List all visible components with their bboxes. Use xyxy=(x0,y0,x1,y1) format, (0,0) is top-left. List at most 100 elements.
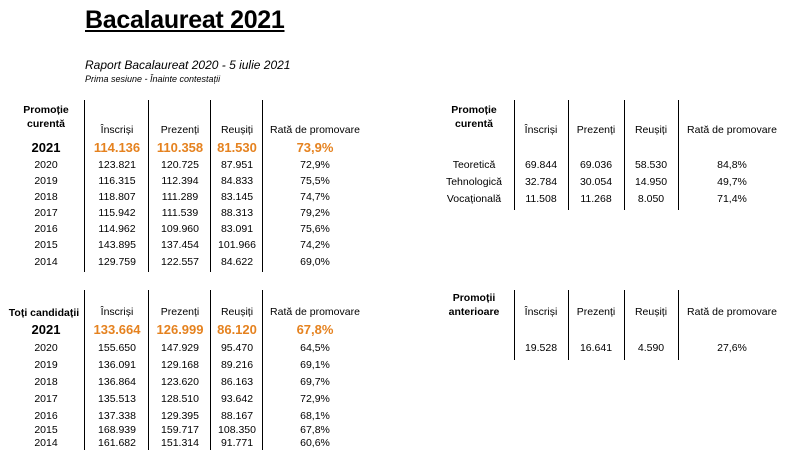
passed-cell: 88.167 xyxy=(220,410,254,422)
report-subtitle: Raport Bacalaureat 2020 - 5 iulie 2021 xyxy=(85,58,291,72)
passed-cell: 91.771 xyxy=(220,437,254,449)
passed-cell: 108.350 xyxy=(218,424,256,436)
rate-cell: 84,8% xyxy=(717,159,747,171)
passed-cell: 88.313 xyxy=(220,207,254,219)
column-divider xyxy=(84,100,85,272)
present-cell: 11.268 xyxy=(580,193,612,205)
rate-cell: 68,1% xyxy=(300,410,330,422)
rate-cell: 79,2% xyxy=(300,207,330,219)
page-title: Bacalaureat 2021 xyxy=(85,6,285,34)
track-cell: Tehnologică xyxy=(445,176,503,188)
table-label: Toți candidații xyxy=(8,307,80,319)
enrolled-cell: 115.942 xyxy=(98,207,136,219)
present-cell: 151.314 xyxy=(161,437,199,449)
enrolled-cell: 137.338 xyxy=(98,410,136,422)
col-header-present: Prezenți xyxy=(160,124,200,136)
track-cell: Vocațională xyxy=(446,193,502,205)
present-cell: 122.557 xyxy=(161,256,199,268)
column-divider xyxy=(678,100,679,210)
passed-cell: 84.833 xyxy=(220,175,254,187)
passed-cell: 58.530 xyxy=(634,159,668,171)
column-divider xyxy=(148,100,149,272)
present-cell: 137.454 xyxy=(161,239,199,251)
present-cell: 159.717 xyxy=(161,424,199,436)
present-cell: 69.036 xyxy=(579,159,613,171)
year-cell: 2018 xyxy=(34,376,58,388)
col-header-rate: Rată de promovare xyxy=(687,306,777,318)
enrolled-cell: 32.784 xyxy=(524,176,558,188)
passed-cell: 83.091 xyxy=(220,223,254,235)
passed-cell: 81.530 xyxy=(217,140,257,155)
col-header-present: Prezenți xyxy=(576,124,616,136)
present-cell: 111.289 xyxy=(161,191,199,203)
column-divider xyxy=(514,290,515,360)
passed-cell: 8.050 xyxy=(637,193,665,205)
passed-cell: 93.642 xyxy=(220,393,254,405)
year-cell: 2015 xyxy=(34,424,58,436)
rate-cell: 69,1% xyxy=(300,359,330,371)
col-header-passed: Reușiți xyxy=(220,124,254,136)
enrolled-cell: 123.821 xyxy=(98,159,136,171)
column-divider xyxy=(568,100,569,210)
enrolled-cell: 133.664 xyxy=(93,322,141,337)
year-cell: 2014 xyxy=(34,256,58,268)
passed-cell: 89.216 xyxy=(220,359,254,371)
enrolled-cell: 135.513 xyxy=(98,393,136,405)
year-cell: 2014 xyxy=(34,437,58,449)
present-cell: 129.168 xyxy=(161,359,199,371)
column-divider xyxy=(262,290,263,450)
column-divider xyxy=(210,290,211,450)
table-label: Promoție curentă xyxy=(451,104,497,130)
present-cell: 110.358 xyxy=(156,140,204,155)
present-cell: 109.960 xyxy=(161,223,199,235)
col-header-rate: Rată de promovare xyxy=(270,306,360,318)
col-header-rate: Rată de promovare xyxy=(687,124,777,136)
present-cell: 126.999 xyxy=(156,322,204,337)
col-header-rate: Rată de promovare xyxy=(270,124,360,136)
enrolled-cell: 114.962 xyxy=(98,223,136,235)
enrolled-cell: 114.136 xyxy=(93,140,141,155)
passed-cell: 95.470 xyxy=(220,342,254,354)
passed-cell: 84.622 xyxy=(220,256,254,268)
passed-cell: 86.163 xyxy=(220,376,254,388)
rate-cell: 69,0% xyxy=(300,256,330,268)
present-cell: 120.725 xyxy=(161,159,199,171)
present-cell: 129.395 xyxy=(161,410,199,422)
rate-cell: 74,2% xyxy=(300,239,330,251)
col-header-enrolled: Înscriși xyxy=(100,306,134,318)
year-cell: 2019 xyxy=(34,359,58,371)
year-cell: 2016 xyxy=(34,410,58,422)
rate-cell: 71,4% xyxy=(717,193,747,205)
enrolled-cell: 11.508 xyxy=(525,193,557,205)
rate-cell: 75,6% xyxy=(300,223,330,235)
column-divider xyxy=(624,100,625,210)
rate-cell: 49,7% xyxy=(717,176,747,188)
rate-cell: 67,8% xyxy=(296,322,334,337)
enrolled-cell: 19.528 xyxy=(524,342,558,354)
year-cell: 2016 xyxy=(34,223,58,235)
rate-cell: 72,9% xyxy=(300,159,330,171)
track-cell: Teoretică xyxy=(452,159,496,171)
column-divider xyxy=(624,290,625,360)
present-cell: 16.641 xyxy=(579,342,613,354)
passed-cell: 101.966 xyxy=(218,239,256,251)
present-cell: 111.539 xyxy=(161,207,199,219)
year-cell: 2021 xyxy=(31,322,61,337)
col-header-passed: Reușiți xyxy=(634,306,668,318)
column-divider xyxy=(148,290,149,450)
present-cell: 30.054 xyxy=(579,176,613,188)
col-header-present: Prezenți xyxy=(576,306,616,318)
year-cell: 2017 xyxy=(34,207,58,219)
enrolled-cell: 136.091 xyxy=(98,359,136,371)
year-cell: 2019 xyxy=(34,175,58,187)
rate-cell: 69,7% xyxy=(300,376,330,388)
column-divider xyxy=(84,290,85,450)
col-header-enrolled: Înscriși xyxy=(100,124,134,136)
col-header-passed: Reușiți xyxy=(634,124,668,136)
enrolled-cell: 155.650 xyxy=(98,342,136,354)
year-cell: 2015 xyxy=(34,239,58,251)
rate-cell: 27,6% xyxy=(717,342,747,354)
passed-cell: 86.120 xyxy=(217,322,257,337)
rate-cell: 60,6% xyxy=(300,437,330,449)
year-cell: 2017 xyxy=(34,393,58,405)
